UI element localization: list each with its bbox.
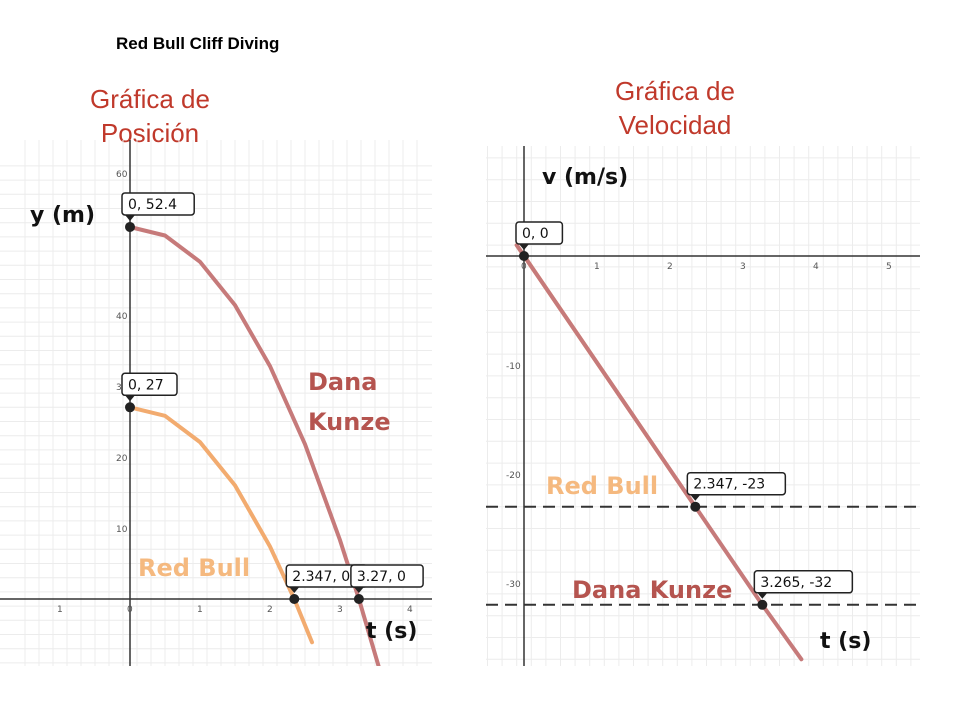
data-point xyxy=(757,599,768,610)
y-tick-label: -20 xyxy=(506,471,521,481)
position-chart-title: Gráfica de Posición xyxy=(90,84,210,144)
x-tick-label: 0 xyxy=(521,262,527,272)
callout-dana-end-pointer xyxy=(757,592,768,599)
callout-origin-box xyxy=(515,221,564,245)
series-line-dana-kunze xyxy=(128,225,381,666)
callout-redbull-end-text: 2.347, -23 xyxy=(693,477,765,493)
x-tick-label: 2 xyxy=(267,605,273,615)
callout-dana-end-box xyxy=(753,570,854,594)
y-tick-label: 10 xyxy=(116,525,128,535)
callout-redbull-start-text: 0, 27 xyxy=(128,377,164,393)
x-tick-label: 5 xyxy=(886,262,892,272)
callout-dana-end-text: 3.265, -32 xyxy=(760,575,832,591)
y-tick-label: -30 xyxy=(506,580,521,590)
legend-dana-kunze: Dana Kunze xyxy=(572,576,732,604)
callout-redbull-start-box xyxy=(121,372,178,397)
data-point xyxy=(289,594,300,604)
x-axis-label: t (s) xyxy=(366,619,417,644)
y-tick-label: 60 xyxy=(116,170,128,180)
callout-redbull-start-pointer xyxy=(125,395,135,402)
x-tick-label: 0 xyxy=(127,605,133,615)
x-tick-label: 4 xyxy=(813,262,819,272)
callout-dana-start-text: 0, 52.4 xyxy=(128,197,177,213)
x-axis-label: t (s) xyxy=(820,629,871,654)
callout-dana-start-box xyxy=(121,192,195,216)
x-tick-label: 1 xyxy=(197,605,203,615)
y-axis-label: y (m) xyxy=(30,203,95,228)
velocity-chart: 0 1 2 3 4 5 -10 -20 -30 0, 0 2.347, -23 3.265, -32 v… xyxy=(486,146,920,666)
callout-dana-end-pointer xyxy=(353,587,364,593)
callout-dana-end-box xyxy=(350,564,424,588)
velocity-chart-title: Gráfica de Velocidad xyxy=(615,76,735,140)
y-tick-label: 20 xyxy=(116,454,128,464)
x-tick-label: 1 xyxy=(57,605,63,615)
y-tick-label: 40 xyxy=(116,312,128,322)
callout-redbull-end-box xyxy=(686,471,787,496)
data-point xyxy=(353,594,364,604)
legend-red-bull: Red Bull xyxy=(546,472,658,500)
legend-dana-kunze-line1: Dana xyxy=(308,368,377,396)
x-tick-label: 3 xyxy=(337,605,343,615)
x-tick-label: 2 xyxy=(667,262,673,272)
data-point xyxy=(690,501,701,512)
callout-dana-end-text: 3.27, 0 xyxy=(357,569,406,585)
callout-origin-text: 0, 0 xyxy=(522,226,549,242)
x-tick-label: 1 xyxy=(594,262,600,272)
callout-redbull-end-pointer xyxy=(690,494,701,501)
callout-dana-start-pointer xyxy=(125,214,135,221)
x-tick-label: 3 xyxy=(740,262,746,272)
y-tick-label: -10 xyxy=(506,362,521,372)
data-point xyxy=(125,402,135,413)
legend-dana-kunze-line2: Kunze xyxy=(308,408,391,436)
callout-redbull-end-pointer xyxy=(289,587,300,593)
callout-redbull-end-text: 2.347, 0 xyxy=(292,569,350,585)
y-axis-label: v (m/s) xyxy=(542,165,628,190)
legend-red-bull: Red Bull xyxy=(138,554,250,582)
slide-title: Red Bull Cliff Diving xyxy=(116,34,280,53)
callout-origin-pointer xyxy=(519,244,529,250)
data-point xyxy=(125,221,135,232)
x-tick-label: 4 xyxy=(407,605,413,615)
data-point xyxy=(519,251,529,261)
position-chart: 10123460403020100, 52.40, 272.347, 03.27… xyxy=(0,140,432,666)
